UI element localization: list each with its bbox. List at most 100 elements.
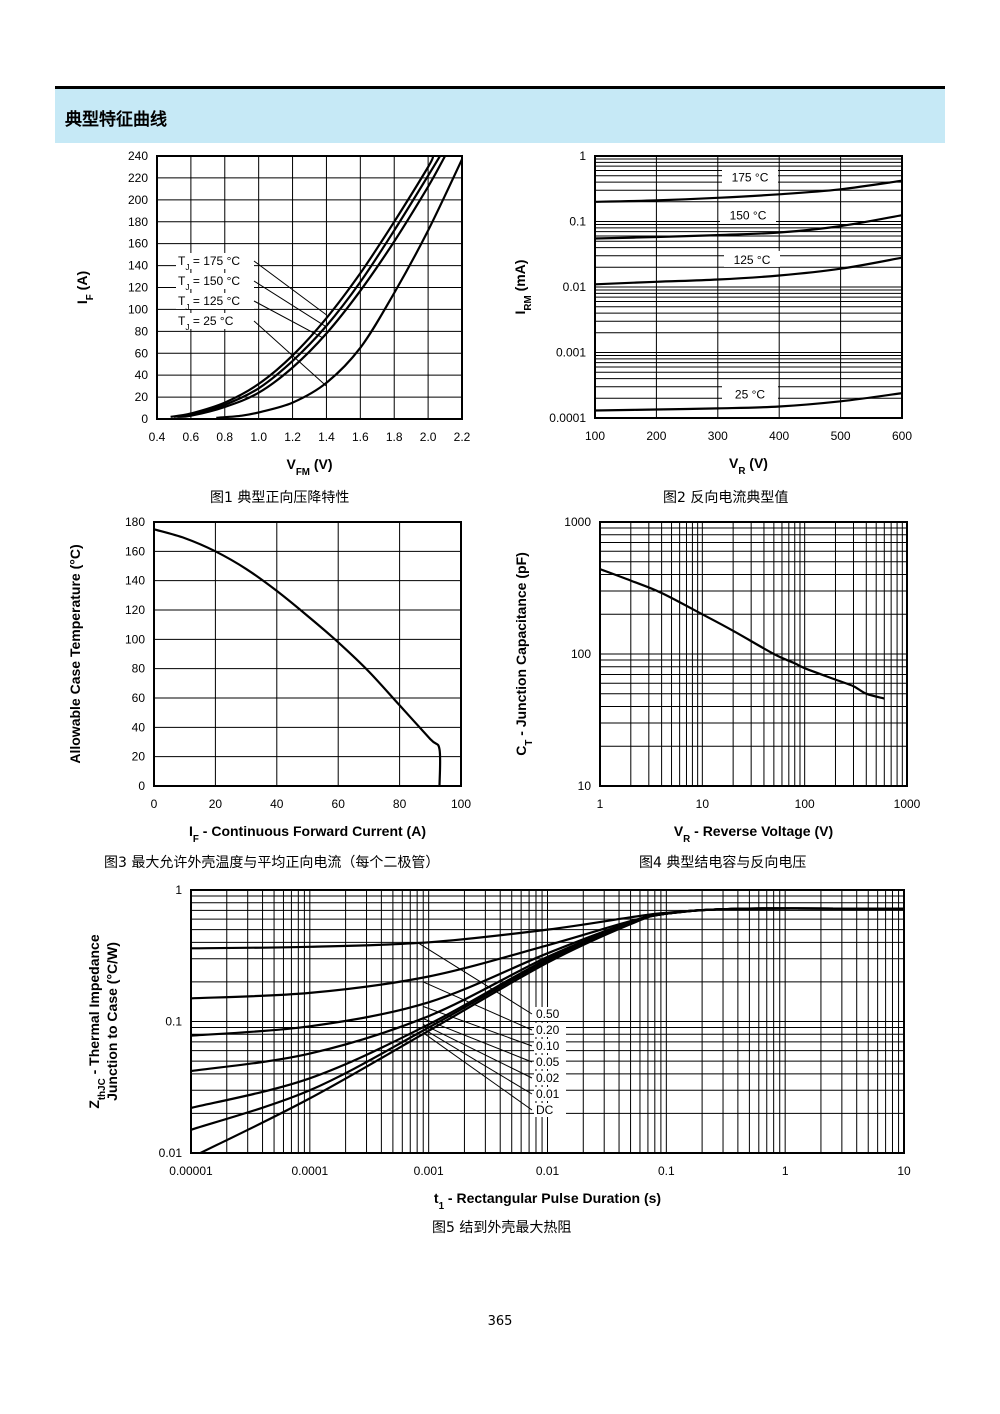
fig5-series-line-6	[199, 907, 905, 1154]
annotation-label: TJ = 175 °C	[178, 254, 240, 272]
annotation-leader	[423, 1023, 533, 1079]
annotation-leader	[423, 1006, 533, 1047]
x-tick-label: 100	[451, 797, 471, 811]
fig2-plot-frame	[594, 155, 903, 419]
fig5-chart: 0.00001 0.0001 0.001 0.01 0.1 1 10 0.01 0.1 1 t1 -…	[86, 883, 911, 1212]
y-tick-label: 180	[128, 215, 148, 229]
fig5-x-axis-label: t1 - Rectangular Pulse Duration (s)	[434, 1190, 661, 1212]
fig3-tick-labels: 0 20 40 60 80 100 0 20 40 60 80 100 120 140 160 180	[125, 515, 471, 811]
x-tick-label: 0.8	[216, 430, 233, 444]
annotation-label: 0.01	[536, 1087, 560, 1101]
annotation-bg	[534, 1007, 566, 1021]
y-tick-label: 10	[578, 779, 592, 793]
x-tick-label: 0.4	[149, 430, 166, 444]
x-tick-label: 100	[795, 797, 815, 811]
y-tick-label: 40	[135, 368, 149, 382]
section-title: 典型特征曲线	[65, 110, 167, 130]
annotation-label: DC	[536, 1103, 554, 1117]
y-tick-label: 20	[132, 750, 146, 764]
annotation-bg	[176, 313, 254, 329]
annotation-label: TJ = 25 °C	[178, 314, 234, 332]
x-tick-label: 60	[332, 797, 346, 811]
fig5-y-axis-label-line2: Junction to Case (°C/W)	[104, 942, 120, 1101]
fig3-series	[153, 528, 442, 787]
annotation-leader	[422, 1028, 533, 1095]
fig4-y-axis-label: CT - Junction Capacitance (pF)	[513, 552, 535, 756]
x-tick-label: 1000	[894, 797, 921, 811]
y-tick-label: 60	[132, 691, 146, 705]
annotation-leader	[253, 260, 327, 316]
annotation-leader	[253, 300, 324, 339]
x-tick-label: 0.0001	[291, 1164, 328, 1178]
x-tick-label: 1.2	[284, 430, 301, 444]
fig4-chart: 1 10 100 1000 10 100 1000 VR - Reverse Voltage …	[513, 515, 921, 845]
y-tick-label: 160	[128, 237, 148, 251]
y-tick-label: 20	[135, 390, 149, 404]
fig4-series-line-0	[599, 568, 885, 700]
x-tick-label: 100	[585, 429, 605, 443]
annotation-bg	[176, 293, 254, 309]
fig2-series-line-2	[594, 256, 903, 286]
annotation-bg	[724, 250, 780, 267]
x-tick-label: 2.0	[420, 430, 437, 444]
annotation-bg	[534, 1023, 566, 1037]
fig4-caption: 图4 典型结电容与反向电压	[639, 855, 807, 871]
fig5-plot-frame	[190, 889, 905, 1154]
fig1-caption: 图1 典型正向压降特性	[210, 490, 350, 506]
annotation-label: 0.50	[536, 1007, 560, 1021]
y-tick-label: 60	[135, 346, 149, 360]
x-tick-label: 1	[782, 1164, 789, 1178]
x-tick-label: 0.1	[658, 1164, 675, 1178]
annotation-bg	[176, 253, 254, 269]
x-tick-label: 1	[597, 797, 604, 811]
y-tick-label: 240	[128, 149, 148, 163]
annotation-bg	[722, 385, 778, 402]
x-tick-label: 2.2	[454, 430, 471, 444]
fig2-series-line-1	[594, 214, 903, 240]
fig4-tick-labels: 1 10 100 1000 10 100 1000	[564, 515, 920, 811]
y-tick-label: 0.001	[556, 346, 586, 360]
x-tick-label: 40	[270, 797, 284, 811]
y-tick-label: 1000	[564, 515, 591, 529]
fig1-tick-labels: 0.4 0.6 0.8 1.0 1.2 1.4 1.6 1.8 2.0 2.2 0 20 40 60 80 1…	[128, 149, 471, 444]
x-tick-label: 0.001	[414, 1164, 444, 1178]
annotation-leader	[423, 981, 533, 1031]
fig3-chart: 0 20 40 60 80 100 0 20 40 60 80 100 120 140 160 180 IF -…	[67, 515, 471, 845]
x-tick-label: 0	[151, 797, 158, 811]
fig1-series-line-0	[170, 155, 435, 418]
y-tick-label: 100	[128, 302, 148, 316]
fig1-y-axis-label: IF (A)	[74, 271, 96, 304]
fig5-series	[190, 907, 905, 1154]
y-tick-label: 80	[135, 324, 149, 338]
annotation-label: 0.02	[536, 1071, 560, 1085]
fig4-plot-frame	[599, 521, 908, 787]
fig3-caption: 图3 最大允许外壳温度与平均正向电流（每个二极管）	[104, 855, 440, 871]
fig5-annotations: 0.50 0.20 0.10 0.05 0.02 0.01 DC	[416, 941, 566, 1117]
annotation-leader	[416, 941, 533, 1015]
y-tick-label: 1	[579, 149, 586, 163]
fig1-x-axis-label: VFM (V)	[286, 456, 332, 478]
fig1-series-line-2	[177, 155, 447, 418]
y-tick-label: 1	[175, 883, 182, 897]
annotation-bg	[534, 1087, 566, 1101]
annotation-label: 125 °C	[734, 253, 771, 267]
fig1-plot-frame	[156, 155, 463, 420]
y-tick-label: 200	[128, 193, 148, 207]
x-tick-label: 10	[897, 1164, 911, 1178]
y-tick-label: 0.01	[563, 280, 587, 294]
fig5-tick-labels: 0.00001 0.0001 0.001 0.01 0.1 1 10 0.01 0.1 1	[159, 883, 911, 1178]
annotation-label: TJ = 125 °C	[178, 294, 240, 312]
annotation-bg	[722, 168, 778, 185]
fig5-caption: 图5 结到外壳最大热阻	[432, 1220, 572, 1236]
annotation-leader	[422, 1032, 533, 1111]
y-tick-label: 100	[125, 632, 145, 646]
fig4-grid	[599, 521, 908, 787]
y-tick-label: 120	[125, 603, 145, 617]
y-tick-label: 160	[125, 544, 145, 558]
x-tick-label: 20	[209, 797, 223, 811]
annotation-leader	[423, 1018, 533, 1063]
x-tick-label: 600	[892, 429, 912, 443]
fig1-series-line-1	[173, 155, 441, 418]
x-tick-label: 1.8	[386, 430, 403, 444]
